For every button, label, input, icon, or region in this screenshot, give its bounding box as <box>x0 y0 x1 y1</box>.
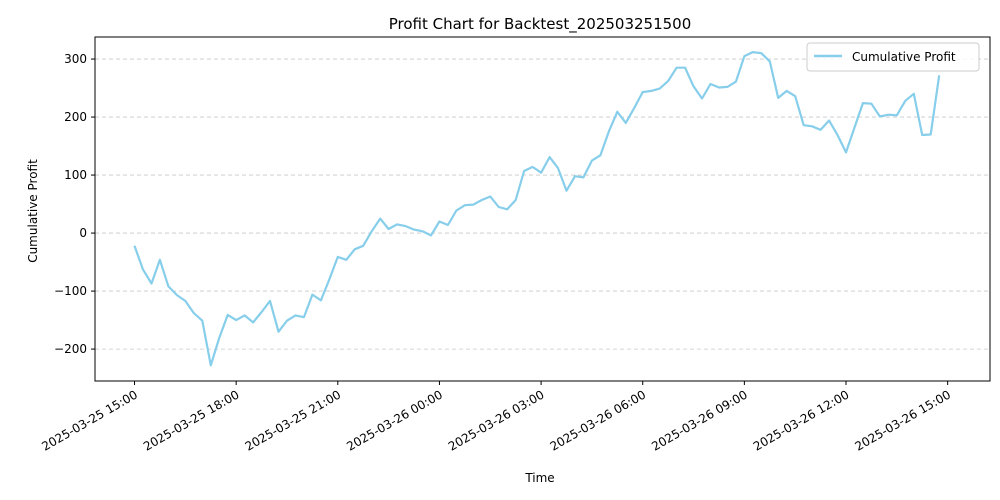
y-tick-label: 200 <box>64 110 87 124</box>
x-axis: 2025-03-25 15:00 2025-03-25 18:00 2025-03-… <box>39 381 953 454</box>
y-tick-label: −200 <box>54 342 87 356</box>
chart-title: Profit Chart for Backtest_202503251500 <box>389 15 692 34</box>
x-tick-label: 2025-03-25 18:00 <box>141 387 242 453</box>
legend: Cumulative Profit <box>806 42 980 72</box>
x-tick-label: 2025-03-26 12:00 <box>751 387 852 453</box>
x-tick-label: 2025-03-26 09:00 <box>649 387 750 453</box>
y-tick-label: −100 <box>54 284 87 298</box>
x-tick-label: 2025-03-26 00:00 <box>344 387 445 453</box>
y-tick-label: 0 <box>79 226 87 240</box>
x-axis-label: Time <box>524 471 554 485</box>
series-line-cumulative-profit <box>133 50 941 367</box>
plot-frame <box>94 36 991 382</box>
x-tick-label: 2025-03-25 21:00 <box>243 387 344 453</box>
x-tick-label: 2025-03-26 15:00 <box>852 387 953 453</box>
y-axis-label: Cumulative Profit <box>26 159 40 263</box>
x-tick-label: 2025-03-26 06:00 <box>548 387 649 453</box>
x-tick-label: 2025-03-26 03:00 <box>446 387 547 453</box>
y-tick-label: 300 <box>64 52 87 66</box>
y-tick-label: 100 <box>64 168 87 182</box>
y-axis: −200 −100 0 100 200 300 <box>54 52 95 356</box>
plot-area <box>133 50 941 367</box>
legend-box <box>806 42 980 72</box>
y-gridlines <box>95 58 990 350</box>
legend-label: Cumulative Profit <box>852 50 956 64</box>
x-tick-label: 2025-03-25 15:00 <box>39 387 140 453</box>
